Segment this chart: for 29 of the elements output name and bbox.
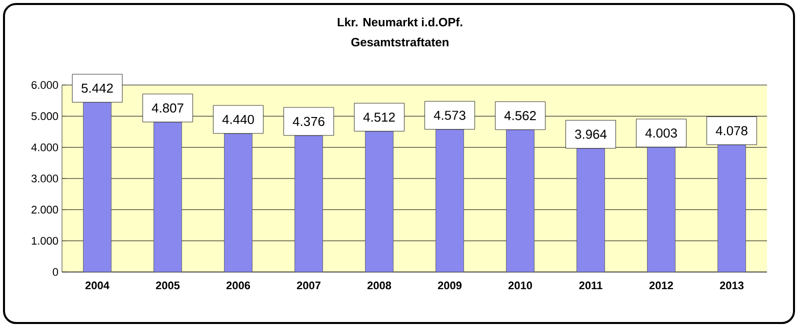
x-tick-label: 2006 bbox=[226, 282, 250, 290]
data-label: 4.512 bbox=[363, 112, 395, 122]
x-tick-label: 2010 bbox=[508, 282, 532, 290]
y-tick-label: 2.000 bbox=[32, 206, 58, 214]
y-tick-label: 0 bbox=[52, 268, 58, 276]
data-label: 4.807 bbox=[152, 103, 184, 113]
x-tick-label: 2012 bbox=[649, 282, 673, 290]
x-tick-label: 2005 bbox=[156, 282, 180, 290]
y-tick-label: 4.000 bbox=[31, 143, 58, 152]
y-tick-label: 5.000 bbox=[31, 112, 58, 120]
x-tick-label: 2009 bbox=[438, 282, 462, 290]
data-label: 3.964 bbox=[575, 130, 607, 139]
data-label: 4.562 bbox=[504, 111, 536, 120]
y-tick-label: 6.000 bbox=[32, 81, 58, 89]
data-label: 4.376 bbox=[292, 116, 324, 126]
data-label: 4.078 bbox=[716, 126, 748, 136]
y-tick-label: 3.000 bbox=[31, 174, 58, 182]
data-label: 4.440 bbox=[222, 114, 254, 124]
chart-subtitle: Gesamtstraftaten bbox=[351, 38, 448, 46]
chart-title: Lkr. Neumarkt i.d.OPf. bbox=[338, 18, 462, 26]
x-tick-label: 2008 bbox=[367, 282, 392, 290]
x-tick-label: 2004 bbox=[85, 282, 110, 290]
data-label: 5.442 bbox=[82, 84, 113, 93]
y-tick-label: 1.000 bbox=[32, 236, 58, 245]
data-label: 4.573 bbox=[434, 110, 466, 120]
x-tick-label: 2013 bbox=[720, 282, 744, 290]
data-label: 4.003 bbox=[645, 128, 677, 138]
x-tick-label: 2011 bbox=[579, 282, 602, 290]
x-tick-label: 2007 bbox=[296, 282, 320, 290]
